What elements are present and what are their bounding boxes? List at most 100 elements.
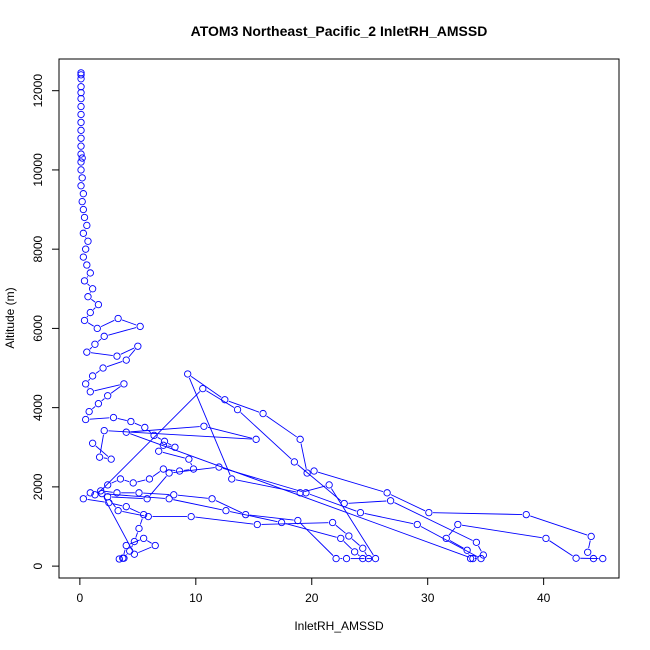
data-point bbox=[151, 541, 159, 550]
data-point bbox=[155, 447, 163, 455]
data-point bbox=[77, 134, 85, 142]
series-line-segment bbox=[152, 471, 161, 477]
series-line-segment bbox=[137, 479, 146, 483]
data-point bbox=[82, 245, 90, 253]
data-point bbox=[171, 443, 179, 451]
series-line-segment bbox=[304, 485, 326, 493]
data-point bbox=[88, 285, 97, 293]
data-point bbox=[221, 396, 229, 404]
data-point bbox=[77, 166, 85, 174]
series-line-segment bbox=[190, 375, 222, 398]
data-point bbox=[479, 551, 487, 559]
data-point bbox=[77, 75, 85, 83]
data-point bbox=[77, 142, 85, 150]
data-point bbox=[86, 388, 94, 396]
series-line-segment bbox=[300, 523, 334, 556]
series-line-segment bbox=[162, 451, 185, 459]
chart-title: ATOM3 Northeast_Pacific_2 InletRH_AMSSD bbox=[191, 23, 488, 39]
series-line-segment bbox=[90, 352, 113, 357]
data-point bbox=[160, 437, 169, 445]
data-point bbox=[91, 340, 99, 348]
series-line-segment bbox=[433, 512, 523, 515]
data-point bbox=[442, 534, 450, 543]
data-point bbox=[589, 554, 598, 563]
plot-frame bbox=[58, 58, 620, 579]
data-point bbox=[91, 491, 99, 499]
data-point bbox=[208, 495, 216, 503]
series-line-segment bbox=[86, 315, 89, 318]
series-line-segment bbox=[530, 515, 588, 536]
data-point bbox=[77, 94, 85, 103]
data-point bbox=[345, 532, 353, 540]
data-point bbox=[386, 497, 395, 505]
data-point bbox=[383, 489, 391, 497]
data-point bbox=[99, 364, 107, 372]
data-point bbox=[189, 465, 198, 473]
data-point bbox=[79, 495, 87, 503]
data-point bbox=[310, 467, 318, 475]
data-point bbox=[141, 423, 149, 432]
data-point bbox=[88, 372, 97, 380]
data-point bbox=[78, 154, 86, 162]
data-point bbox=[296, 435, 304, 443]
data-point bbox=[127, 417, 135, 426]
data-point bbox=[80, 316, 89, 325]
data-point bbox=[83, 348, 91, 356]
series-line-segment bbox=[173, 499, 222, 511]
y-tick-label: 12000 bbox=[31, 74, 45, 108]
data-point bbox=[78, 197, 86, 206]
data-point bbox=[80, 277, 89, 285]
data-point bbox=[79, 229, 87, 237]
data-point bbox=[82, 380, 90, 388]
data-point bbox=[78, 174, 86, 182]
data-point bbox=[122, 503, 130, 511]
data-point bbox=[277, 518, 286, 527]
series-line-segment bbox=[364, 551, 367, 556]
data-point bbox=[584, 548, 592, 556]
data-point bbox=[342, 554, 351, 563]
series-line-segment bbox=[394, 502, 473, 541]
series-line-segment bbox=[207, 426, 253, 439]
data-point bbox=[170, 491, 178, 499]
data-point bbox=[290, 458, 299, 466]
series-line-segment bbox=[87, 322, 94, 327]
data-point bbox=[86, 308, 94, 317]
series-line-segment bbox=[88, 378, 91, 382]
series-line-segment bbox=[97, 338, 102, 342]
series-line-segment bbox=[112, 503, 123, 507]
data-point bbox=[143, 495, 151, 503]
data-point bbox=[94, 300, 103, 309]
data-point bbox=[469, 554, 477, 563]
series-line-segment bbox=[89, 346, 93, 350]
series-line-segment bbox=[300, 443, 307, 469]
data-point bbox=[296, 489, 304, 497]
series-line-segment bbox=[124, 479, 130, 483]
data-point bbox=[85, 407, 93, 416]
data-point bbox=[185, 455, 193, 463]
data-point bbox=[228, 475, 236, 483]
data-point bbox=[77, 182, 85, 190]
data-point bbox=[100, 332, 108, 340]
data-point bbox=[79, 205, 87, 214]
series-line-segment bbox=[95, 370, 100, 374]
data-point bbox=[175, 467, 184, 475]
series-line-segment bbox=[195, 516, 254, 525]
series-line-segment bbox=[206, 390, 235, 408]
data-point bbox=[129, 479, 137, 487]
data-point bbox=[130, 537, 139, 546]
data-point bbox=[83, 261, 91, 269]
data-point bbox=[477, 554, 485, 563]
series-line-segment bbox=[188, 377, 231, 476]
data-point bbox=[113, 352, 121, 360]
series-line-segment bbox=[131, 545, 133, 548]
series-line-segment bbox=[130, 426, 200, 433]
data-point bbox=[114, 506, 122, 515]
data-point bbox=[84, 293, 92, 301]
series-line-segment bbox=[478, 545, 482, 552]
series-line-segment bbox=[420, 526, 478, 558]
series-line-segment bbox=[135, 532, 139, 538]
data-point bbox=[302, 489, 310, 497]
series-line-segment bbox=[86, 276, 89, 278]
data-point bbox=[325, 481, 333, 489]
